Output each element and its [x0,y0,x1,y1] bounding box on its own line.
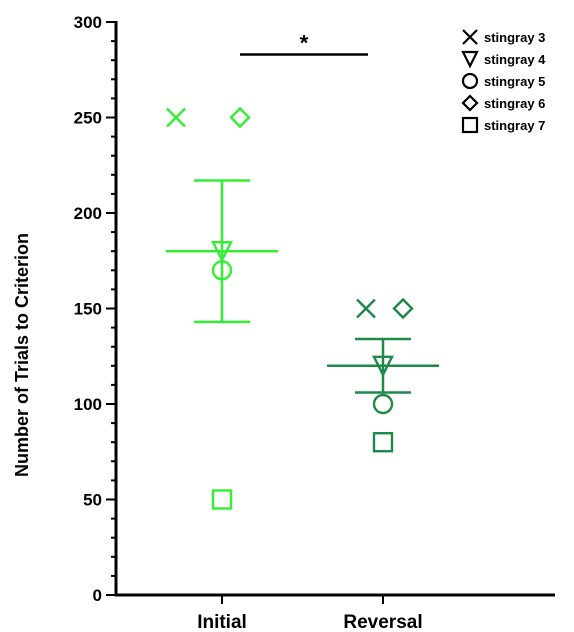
legend-item: stingray 6 [461,94,545,112]
triangle-down-point [372,355,394,378]
triangle-down-icon [461,50,479,69]
significance-marker: * [240,30,368,56]
y-tick-label: 150 [74,300,102,319]
y-tick-label: 200 [74,204,102,223]
square-icon [461,116,479,134]
legend-item: stingray 3 [462,29,545,45]
legend-item: stingray 4 [461,50,546,69]
x-axis: Initial Reversal [115,593,555,632]
y-tick-label: 0 [93,586,102,605]
legend: stingray 3 stingray 4 stingray 5 stingray 6… [461,29,546,134]
x-mark-point [166,107,186,128]
x-tick-label: Reversal [343,612,422,632]
data-points [166,106,414,510]
y-axis-title: Number of Trials to Criterion [12,233,32,477]
diamond-point [229,106,251,129]
y-tick-label: 100 [74,395,102,414]
significance-label: * [300,30,309,55]
x-mark-stroke [166,107,186,128]
circle-point [211,260,233,281]
y-tick-label: 50 [83,491,102,510]
circle-point [372,393,394,415]
diamond-icon [461,94,479,112]
y-tick-label: 250 [74,109,102,128]
y-axis: 0 50 100 150 200 250 300 [74,13,118,605]
legend-item: stingray 7 [461,116,545,134]
legend-label: stingray 6 [484,96,545,111]
x-mark-icon [462,29,478,45]
summary-bars [166,179,439,394]
circle-icon [461,72,479,90]
legend-label: stingray 3 [484,30,545,45]
legend-item: stingray 5 [461,72,545,90]
x-mark-point [356,298,376,319]
square-point [211,489,233,510]
x-mark-stroke [356,298,376,319]
y-tick-label: 300 [74,13,102,32]
diamond-point [392,297,414,320]
x-tick-label: Initial [197,612,247,632]
triangle-down-point [211,240,233,263]
legend-label: stingray 5 [484,74,545,89]
legend-label: stingray 4 [484,52,546,67]
legend-label: stingray 7 [484,118,545,133]
square-point [372,432,394,453]
